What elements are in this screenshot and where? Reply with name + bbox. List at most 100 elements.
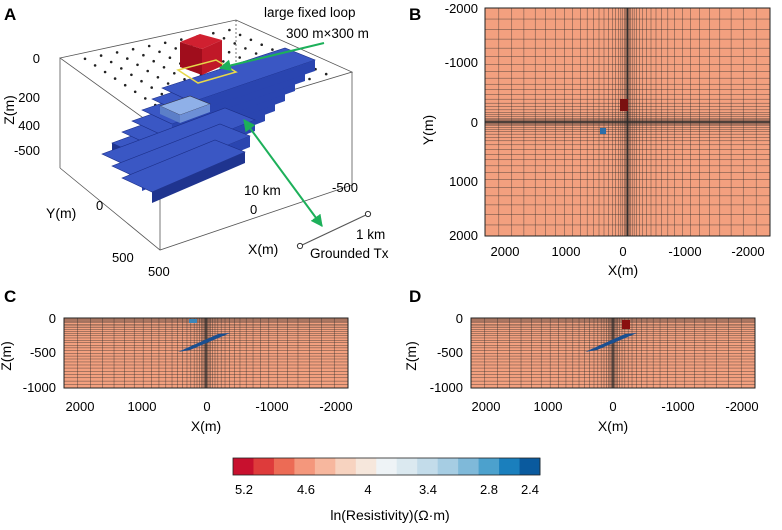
colorbar-swatch — [437, 458, 459, 475]
x-tick: 0 — [203, 399, 210, 414]
y-tick: 2000 — [449, 228, 478, 243]
receiver-dot — [136, 63, 139, 67]
y-tick: 1000 — [449, 174, 478, 189]
z-tick: 400 — [18, 118, 40, 133]
receiver-dot — [222, 60, 225, 63]
panel-d-frame — [470, 317, 756, 389]
y-tick: 500 — [112, 250, 134, 265]
distance-arrow — [243, 119, 323, 227]
colorbar-swatch — [376, 458, 398, 475]
panel-d: D 0 -500 -1000 Z(m) 2000 1000 0 -1000 -2… — [403, 287, 759, 434]
colorbar-tick: 4.6 — [297, 482, 315, 497]
receiver-dot — [83, 57, 87, 61]
receiver-dot — [260, 43, 264, 46]
receiver-dot — [156, 76, 160, 79]
transmitter-loop — [176, 59, 238, 84]
colorbar-tick: 3.4 — [419, 482, 437, 497]
x-tick: -1000 — [661, 399, 694, 414]
receiver-dot — [180, 38, 183, 41]
panel-a-label: A — [4, 5, 16, 24]
receiver-dot — [233, 42, 236, 45]
colorbar-frame — [232, 457, 541, 476]
receiver-dot — [173, 72, 176, 75]
receiver-dot — [123, 83, 127, 87]
receiver-dot — [158, 50, 161, 54]
x-tick: -1000 — [255, 399, 288, 414]
receiver-dot — [222, 37, 226, 40]
y-tick: -1000 — [445, 55, 478, 70]
colorbar-swatch — [294, 458, 316, 475]
conductive-stair-section — [585, 333, 637, 352]
receiver-dot — [163, 41, 167, 45]
x-tick: 1000 — [534, 399, 563, 414]
receiver-dot — [162, 66, 166, 69]
x-axis-label: X(m) — [598, 418, 628, 434]
resistive-body — [622, 320, 630, 329]
receiver-dot — [238, 56, 241, 59]
receiver-dot — [131, 47, 135, 51]
z-tick: 200 — [18, 90, 40, 105]
colorbar-swatch — [458, 458, 479, 475]
colorbar-swatch — [519, 458, 541, 475]
z-tick: -1000 — [23, 380, 56, 395]
z-axis-label: Z(m) — [0, 341, 14, 371]
receiver-dot — [120, 67, 123, 70]
x-tick: 2000 — [491, 244, 520, 259]
loop-arrow — [218, 42, 325, 72]
x-axis-label: X(m) — [248, 241, 278, 257]
panel-b-frame — [484, 7, 771, 237]
y-axis-label: Y(m) — [46, 205, 76, 221]
colorbar-swatch — [253, 458, 275, 475]
z-tick: 0 — [49, 311, 56, 326]
x-tick: 2000 — [66, 399, 95, 414]
receiver-dot — [254, 52, 258, 55]
panel-a: A — [1, 5, 389, 279]
receiver-dot — [227, 50, 231, 54]
colorbar-swatch — [273, 458, 295, 475]
panel-c-mesh — [63, 317, 349, 389]
y-tick: 0 — [471, 115, 478, 130]
panel-d-label: D — [409, 287, 421, 306]
tx-distance-label: 1 km — [356, 227, 385, 242]
colorbar-swatch — [314, 458, 336, 475]
tx-label: Grounded Tx — [310, 246, 389, 261]
receiver-dot — [183, 78, 186, 81]
receiver-dot — [130, 73, 133, 77]
panel-c: C 0 -500 -1000 Z(m) 2000 1000 0 -1000 -2… — [0, 287, 353, 434]
resistive-cube — [180, 34, 222, 75]
z-tick: -500 — [30, 345, 56, 360]
conductive-body — [189, 319, 197, 323]
y-tick: 0 — [96, 198, 103, 213]
x-tick: -500 — [332, 180, 358, 195]
receiver-dot — [103, 70, 107, 74]
z-axis-label: Z(m) — [1, 95, 17, 125]
x-tick: 1000 — [128, 399, 157, 414]
colorbar-swatch — [335, 458, 357, 475]
z-tick: 0 — [33, 51, 40, 66]
receiver-dot — [146, 69, 149, 73]
colorbar-swatch — [499, 458, 520, 475]
colorbar-tick: 2.4 — [521, 482, 539, 497]
resistive-body — [620, 99, 628, 111]
loop-label-line2: 300 m×300 m — [286, 26, 369, 41]
receiver-dot — [166, 82, 170, 85]
y-axis-label: Y(m) — [420, 115, 436, 145]
panel-c-frame — [63, 317, 349, 389]
receiver-dot — [133, 90, 137, 94]
receiver-dot — [144, 97, 147, 100]
z-tick: -500 — [437, 345, 463, 360]
receiver-dot — [168, 56, 172, 59]
colorbar-swatch — [417, 458, 439, 475]
x-tick: 2000 — [472, 399, 501, 414]
x-tick: 0 — [250, 202, 257, 217]
colorbar-swatches — [233, 458, 541, 475]
colorbar-tick: 5.2 — [235, 482, 253, 497]
receiver-dot — [140, 79, 143, 83]
x-tick: 0 — [619, 244, 626, 259]
receiver-dot — [212, 31, 215, 35]
x-tick: -1000 — [668, 244, 701, 259]
x-tick: -2000 — [725, 399, 758, 414]
conductive-body — [600, 128, 606, 134]
z-tick: 0 — [456, 311, 463, 326]
